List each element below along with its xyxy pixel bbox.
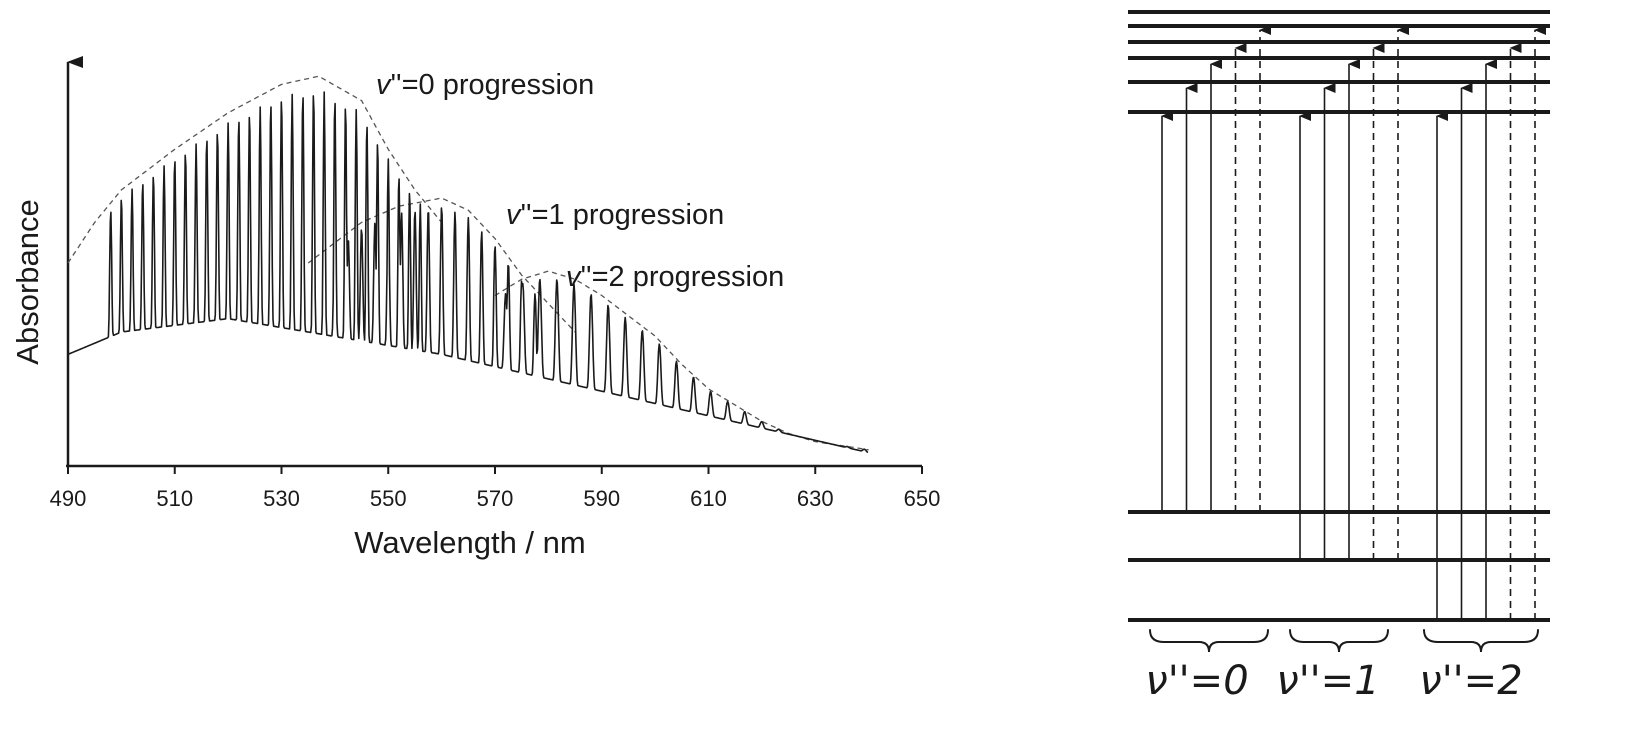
group-brace-0	[1149, 629, 1269, 653]
lower-level-group	[1128, 510, 1550, 622]
x-tick-label-550: 550	[370, 486, 407, 511]
x-tick-label-530: 530	[263, 486, 300, 511]
x-tick-label-510: 510	[156, 486, 193, 511]
annotation-v1-progression: v''=1 progression	[506, 199, 724, 231]
group-brace-1	[1289, 629, 1389, 653]
absorbance-trace	[67, 91, 869, 454]
annotation-v1-suffix: ''=1 progression	[521, 199, 725, 231]
x-tick-label-590: 590	[583, 486, 620, 511]
group-brace-group	[1149, 629, 1539, 653]
x-tick-group: 490 510 530 550 570 590 610 630 650	[50, 466, 941, 511]
absorption-spectrum-chart: 490 510 530 550 570 590 610 630 650 Wavelength /…	[10, 56, 941, 560]
group-label-v1: ν''=1	[1276, 658, 1379, 704]
envelope-v1	[307, 197, 576, 333]
annotation-v0-progression: v''=0 progression	[376, 69, 594, 101]
energy-level-diagram: ν''=0 ν''=1 ν''=2	[1128, 10, 1550, 704]
annotation-v0-prefix: v	[376, 69, 392, 101]
x-tick-label-490: 490	[50, 486, 87, 511]
x-tick-label-570: 570	[477, 486, 514, 511]
annotation-v1-prefix: v	[506, 199, 522, 231]
envelope-v0	[67, 75, 443, 264]
group-label-group: ν''=0 ν''=1 ν''=2	[1145, 658, 1522, 704]
group-brace-2	[1423, 629, 1539, 653]
y-axis-title: Absorbance	[10, 199, 45, 364]
group-label-v0: ν''=0	[1145, 658, 1248, 704]
annotation-v2-progression: v''=2 progression	[566, 261, 784, 293]
upper-level-group	[1128, 10, 1550, 114]
annotation-v0-suffix: ''=0 progression	[391, 69, 595, 101]
transition-arrow-group	[1161, 25, 1546, 620]
x-tick-label-630: 630	[797, 486, 834, 511]
annotation-v2-prefix: v	[566, 261, 582, 293]
annotation-v2-suffix: ''=2 progression	[581, 261, 785, 293]
x-tick-label-650: 650	[904, 486, 941, 511]
envelope-v2	[494, 270, 869, 451]
x-tick-label-610: 610	[690, 486, 727, 511]
group-label-v2: ν''=2	[1419, 658, 1522, 704]
x-axis-title: Wavelength / nm	[354, 525, 585, 560]
